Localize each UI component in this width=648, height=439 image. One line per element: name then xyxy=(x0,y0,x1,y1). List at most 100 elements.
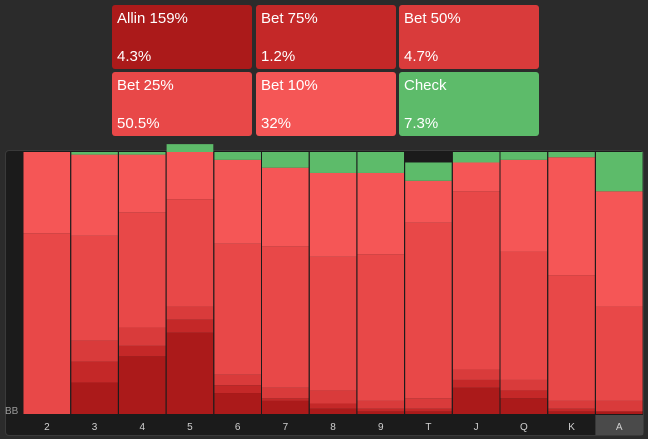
bar-segment-K-allin-159-[interactable] xyxy=(548,411,595,414)
bar-segment-6-check[interactable] xyxy=(214,152,261,160)
action-summary-grid: Allin 159% 4.3% Bet 75% 1.2% Bet 50% 4.7… xyxy=(112,5,539,136)
bar-segment-J-bet-10-[interactable] xyxy=(452,162,500,192)
bar-segment-Q-bet-10-[interactable] xyxy=(500,159,548,252)
bar-segment-4-bet-25-[interactable] xyxy=(118,212,166,328)
bar-segment-J-check[interactable] xyxy=(452,152,500,163)
rank-tick-label-2[interactable]: 2 xyxy=(44,422,50,433)
bar-segment-9-bet-10-[interactable] xyxy=(357,172,405,255)
bar-segment-T-bet-10-[interactable] xyxy=(405,180,452,223)
bar-segment-3-check[interactable] xyxy=(71,152,118,155)
bar-segment-2-bet-10-[interactable] xyxy=(23,152,71,234)
action-tile-check[interactable]: Check 7.3% xyxy=(399,72,539,136)
bar-segment-T-bet-25-[interactable] xyxy=(405,222,452,399)
bar-segment-7-bet-25-[interactable] xyxy=(262,246,309,388)
bar-segment-7-bet-75-[interactable] xyxy=(262,398,309,401)
rank-tick-label-K[interactable]: K xyxy=(568,422,575,433)
rank-tick-label-8[interactable]: 8 xyxy=(330,422,336,433)
bar-segment-8-bet-25-[interactable] xyxy=(309,256,357,391)
bar-segment-9-allin-159-[interactable] xyxy=(357,411,405,414)
bar-segment-5-bet-75-[interactable] xyxy=(166,319,214,333)
rank-tick-label-7[interactable]: 7 xyxy=(283,422,289,433)
bar-segment-7-check[interactable] xyxy=(262,152,309,168)
action-tile-allin-159[interactable]: Allin 159% 4.3% xyxy=(112,5,252,69)
bar-segment-4-bet-10-[interactable] xyxy=(118,154,166,213)
bar-segment-J-allin-159-[interactable] xyxy=(452,387,500,414)
action-tile-bet-10[interactable]: Bet 10% 32% xyxy=(256,72,396,136)
bar-segment-Q-bet-75-[interactable] xyxy=(500,390,548,399)
rank-tick-label-6[interactable]: 6 xyxy=(235,422,241,433)
bar-segment-5-allin-159-[interactable] xyxy=(166,332,214,414)
bar-segment-5-bet-25-[interactable] xyxy=(166,199,214,307)
bar-segment-7-bet-10-[interactable] xyxy=(262,167,309,247)
rank-tick-label-Q[interactable]: Q xyxy=(520,422,528,433)
action-frequency: 1.2% xyxy=(261,48,296,65)
bar-segment-K-bet-10-[interactable] xyxy=(548,157,595,276)
bar-segment-8-bet-10-[interactable] xyxy=(309,172,357,257)
bar-segment-9-check[interactable] xyxy=(357,152,405,173)
bar-segment-7-allin-159-[interactable] xyxy=(262,400,309,414)
action-tile-bet-25[interactable]: Bet 25% 50.5% xyxy=(112,72,252,136)
rank-tick-label-A[interactable]: A xyxy=(616,422,623,433)
bar-segment-Q-allin-159-[interactable] xyxy=(500,398,548,414)
bar-segment-9-bet-50-[interactable] xyxy=(357,400,405,409)
action-label: Bet 75% xyxy=(261,10,318,27)
action-label: Check xyxy=(404,77,447,94)
bar-segment-6-allin-159-[interactable] xyxy=(214,393,261,414)
bar-segment-3-allin-159-[interactable] xyxy=(71,382,118,414)
bar-segment-A-check[interactable] xyxy=(595,152,643,192)
bar-segment-Q-bet-50-[interactable] xyxy=(500,379,548,391)
bar-segment-Q-bet-25-[interactable] xyxy=(500,251,548,380)
rank-tick-label-4[interactable]: 4 xyxy=(139,422,145,433)
bar-segment-7-bet-50-[interactable] xyxy=(262,387,309,399)
bar-segment-K-check[interactable] xyxy=(548,152,595,158)
action-frequency: 4.7% xyxy=(404,48,439,65)
bar-segment-K-bet-75-[interactable] xyxy=(548,408,595,412)
bar-segment-T-allin-159-[interactable] xyxy=(405,411,452,414)
bar-segment-6-bet-25-[interactable] xyxy=(214,243,261,375)
bar-segment-J-bet-25-[interactable] xyxy=(452,191,500,370)
rank-tick-label-5[interactable]: 5 xyxy=(187,422,193,433)
bar-segment-6-bet-75-[interactable] xyxy=(214,385,261,394)
bar-segment-K-bet-25-[interactable] xyxy=(548,275,595,401)
action-frequency: 7.3% xyxy=(404,115,439,132)
bar-segment-3-bet-75-[interactable] xyxy=(71,361,118,383)
bar-segment-A-bet-10-[interactable] xyxy=(595,191,643,307)
bar-segment-8-check[interactable] xyxy=(309,152,357,173)
bar-segment-5-bet-50-[interactable] xyxy=(166,306,214,320)
action-tile-bet-50[interactable]: Bet 50% 4.7% xyxy=(399,5,539,69)
bar-segment-4-check[interactable] xyxy=(118,152,166,155)
bar-segment-3-bet-10-[interactable] xyxy=(71,154,118,236)
bar-segment-2-bet-25-[interactable] xyxy=(23,233,71,414)
bar-segment-A-allin-159-[interactable] xyxy=(595,411,643,414)
bar-segment-T-bet-75-[interactable] xyxy=(405,408,452,412)
action-tile-bet-75[interactable]: Bet 75% 1.2% xyxy=(256,5,396,69)
bar-segment-8-allin-159-[interactable] xyxy=(309,408,357,414)
bar-segment-8-bet-75-[interactable] xyxy=(309,403,357,409)
bar-segment-5-check[interactable] xyxy=(166,144,214,152)
bar-segment-T-check[interactable] xyxy=(405,162,452,181)
bar-segment-4-bet-50-[interactable] xyxy=(118,327,166,346)
bar-segment-3-bet-25-[interactable] xyxy=(71,235,118,341)
bar-segment-5-bet-10-[interactable] xyxy=(166,152,214,200)
bar-segment-T-bet-50-[interactable] xyxy=(405,398,452,409)
rank-tick-label-9[interactable]: 9 xyxy=(378,422,384,433)
bar-segment-9-bet-75-[interactable] xyxy=(357,408,405,412)
bar-segment-3-bet-50-[interactable] xyxy=(71,340,118,362)
rank-tick-label-T[interactable]: T xyxy=(425,422,431,433)
rank-tick-label-3[interactable]: 3 xyxy=(92,422,98,433)
rank-tick-label-J[interactable]: J xyxy=(474,422,479,433)
bar-segment-Q-check[interactable] xyxy=(500,152,548,160)
bar-segment-8-bet-50-[interactable] xyxy=(309,390,357,404)
bar-segment-J-bet-75-[interactable] xyxy=(452,379,500,388)
bar-segment-6-bet-50-[interactable] xyxy=(214,374,261,386)
bar-segment-4-allin-159-[interactable] xyxy=(118,356,166,414)
bar-segment-4-bet-75-[interactable] xyxy=(118,345,166,357)
bar-segment-9-bet-25-[interactable] xyxy=(357,254,405,401)
bar-segment-6-bet-10-[interactable] xyxy=(214,159,261,244)
bar-segment-J-bet-50-[interactable] xyxy=(452,369,500,380)
bar-segment-A-bet-50-[interactable] xyxy=(595,400,643,412)
action-frequency: 32% xyxy=(261,115,292,132)
bar-segment-A-bet-25-[interactable] xyxy=(595,306,643,401)
bar-segment-K-bet-50-[interactable] xyxy=(548,400,595,409)
